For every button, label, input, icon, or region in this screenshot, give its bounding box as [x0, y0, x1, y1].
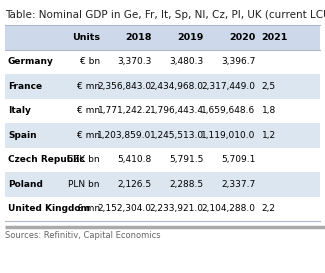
- Text: 2,126.5: 2,126.5: [118, 180, 152, 189]
- Text: Germany: Germany: [8, 57, 54, 66]
- Text: Units: Units: [72, 33, 100, 42]
- Text: 1,245,513.0: 1,245,513.0: [150, 131, 203, 140]
- Text: 2021: 2021: [262, 33, 288, 42]
- Text: 2,5: 2,5: [262, 82, 276, 91]
- Text: Italy: Italy: [8, 106, 31, 115]
- Text: Table: Nominal GDP in Ge, Fr, It, Sp, Nl, Cz, Pl, UK (current LCU): Table: Nominal GDP in Ge, Fr, It, Sp, Nl…: [5, 10, 325, 20]
- Text: United Kingdom: United Kingdom: [8, 204, 90, 213]
- Bar: [5, 172, 320, 197]
- Text: € mn: € mn: [76, 82, 100, 91]
- Text: 2,434,968.0: 2,434,968.0: [150, 82, 203, 91]
- Text: 3,396.7: 3,396.7: [221, 57, 255, 66]
- Text: 2020: 2020: [229, 33, 255, 42]
- Bar: [5, 25, 320, 49]
- Text: 2,356,843.0: 2,356,843.0: [98, 82, 152, 91]
- Text: 3,480.3: 3,480.3: [169, 57, 203, 66]
- Text: France: France: [8, 82, 42, 91]
- Text: 2,233,921.0: 2,233,921.0: [150, 204, 203, 213]
- Text: £ mn: £ mn: [76, 204, 100, 213]
- Text: 2,337.7: 2,337.7: [221, 180, 255, 189]
- Text: 2,104,288.0: 2,104,288.0: [202, 204, 255, 213]
- Text: 1,659,648.6: 1,659,648.6: [201, 106, 255, 115]
- Text: 2019: 2019: [177, 33, 203, 42]
- Text: Sources: Refinitiv, Capital Economics: Sources: Refinitiv, Capital Economics: [5, 231, 161, 240]
- Bar: [5, 99, 320, 123]
- Bar: [5, 49, 320, 74]
- Text: € bn: € bn: [80, 57, 100, 66]
- Text: 5,709.1: 5,709.1: [221, 155, 255, 164]
- Text: 2,152,304.0: 2,152,304.0: [98, 204, 152, 213]
- Text: 1,203,859.0: 1,203,859.0: [98, 131, 152, 140]
- Text: 2018: 2018: [125, 33, 152, 42]
- Bar: [5, 74, 320, 99]
- Text: PLN bn: PLN bn: [68, 180, 100, 189]
- Text: 2,317,449.0: 2,317,449.0: [202, 82, 255, 91]
- Bar: [5, 197, 320, 221]
- Text: € mn: € mn: [76, 106, 100, 115]
- Text: Poland: Poland: [8, 180, 43, 189]
- Bar: [5, 123, 320, 147]
- Bar: [5, 147, 320, 172]
- Text: 1,119,010.0: 1,119,010.0: [201, 131, 255, 140]
- Text: 1,771,242.2: 1,771,242.2: [98, 106, 152, 115]
- Text: 5,410.8: 5,410.8: [117, 155, 152, 164]
- Text: 1,8: 1,8: [262, 106, 276, 115]
- Text: 1,2: 1,2: [262, 131, 276, 140]
- Text: 3,370.3: 3,370.3: [117, 57, 152, 66]
- Text: Spain: Spain: [8, 131, 37, 140]
- Text: € mn: € mn: [76, 131, 100, 140]
- Text: CZK bn: CZK bn: [67, 155, 100, 164]
- Text: 1,796,443.4: 1,796,443.4: [150, 106, 203, 115]
- Text: Czech Republic: Czech Republic: [8, 155, 85, 164]
- Text: 2,2: 2,2: [262, 204, 276, 213]
- Text: 2,288.5: 2,288.5: [169, 180, 203, 189]
- Text: 5,791.5: 5,791.5: [169, 155, 203, 164]
